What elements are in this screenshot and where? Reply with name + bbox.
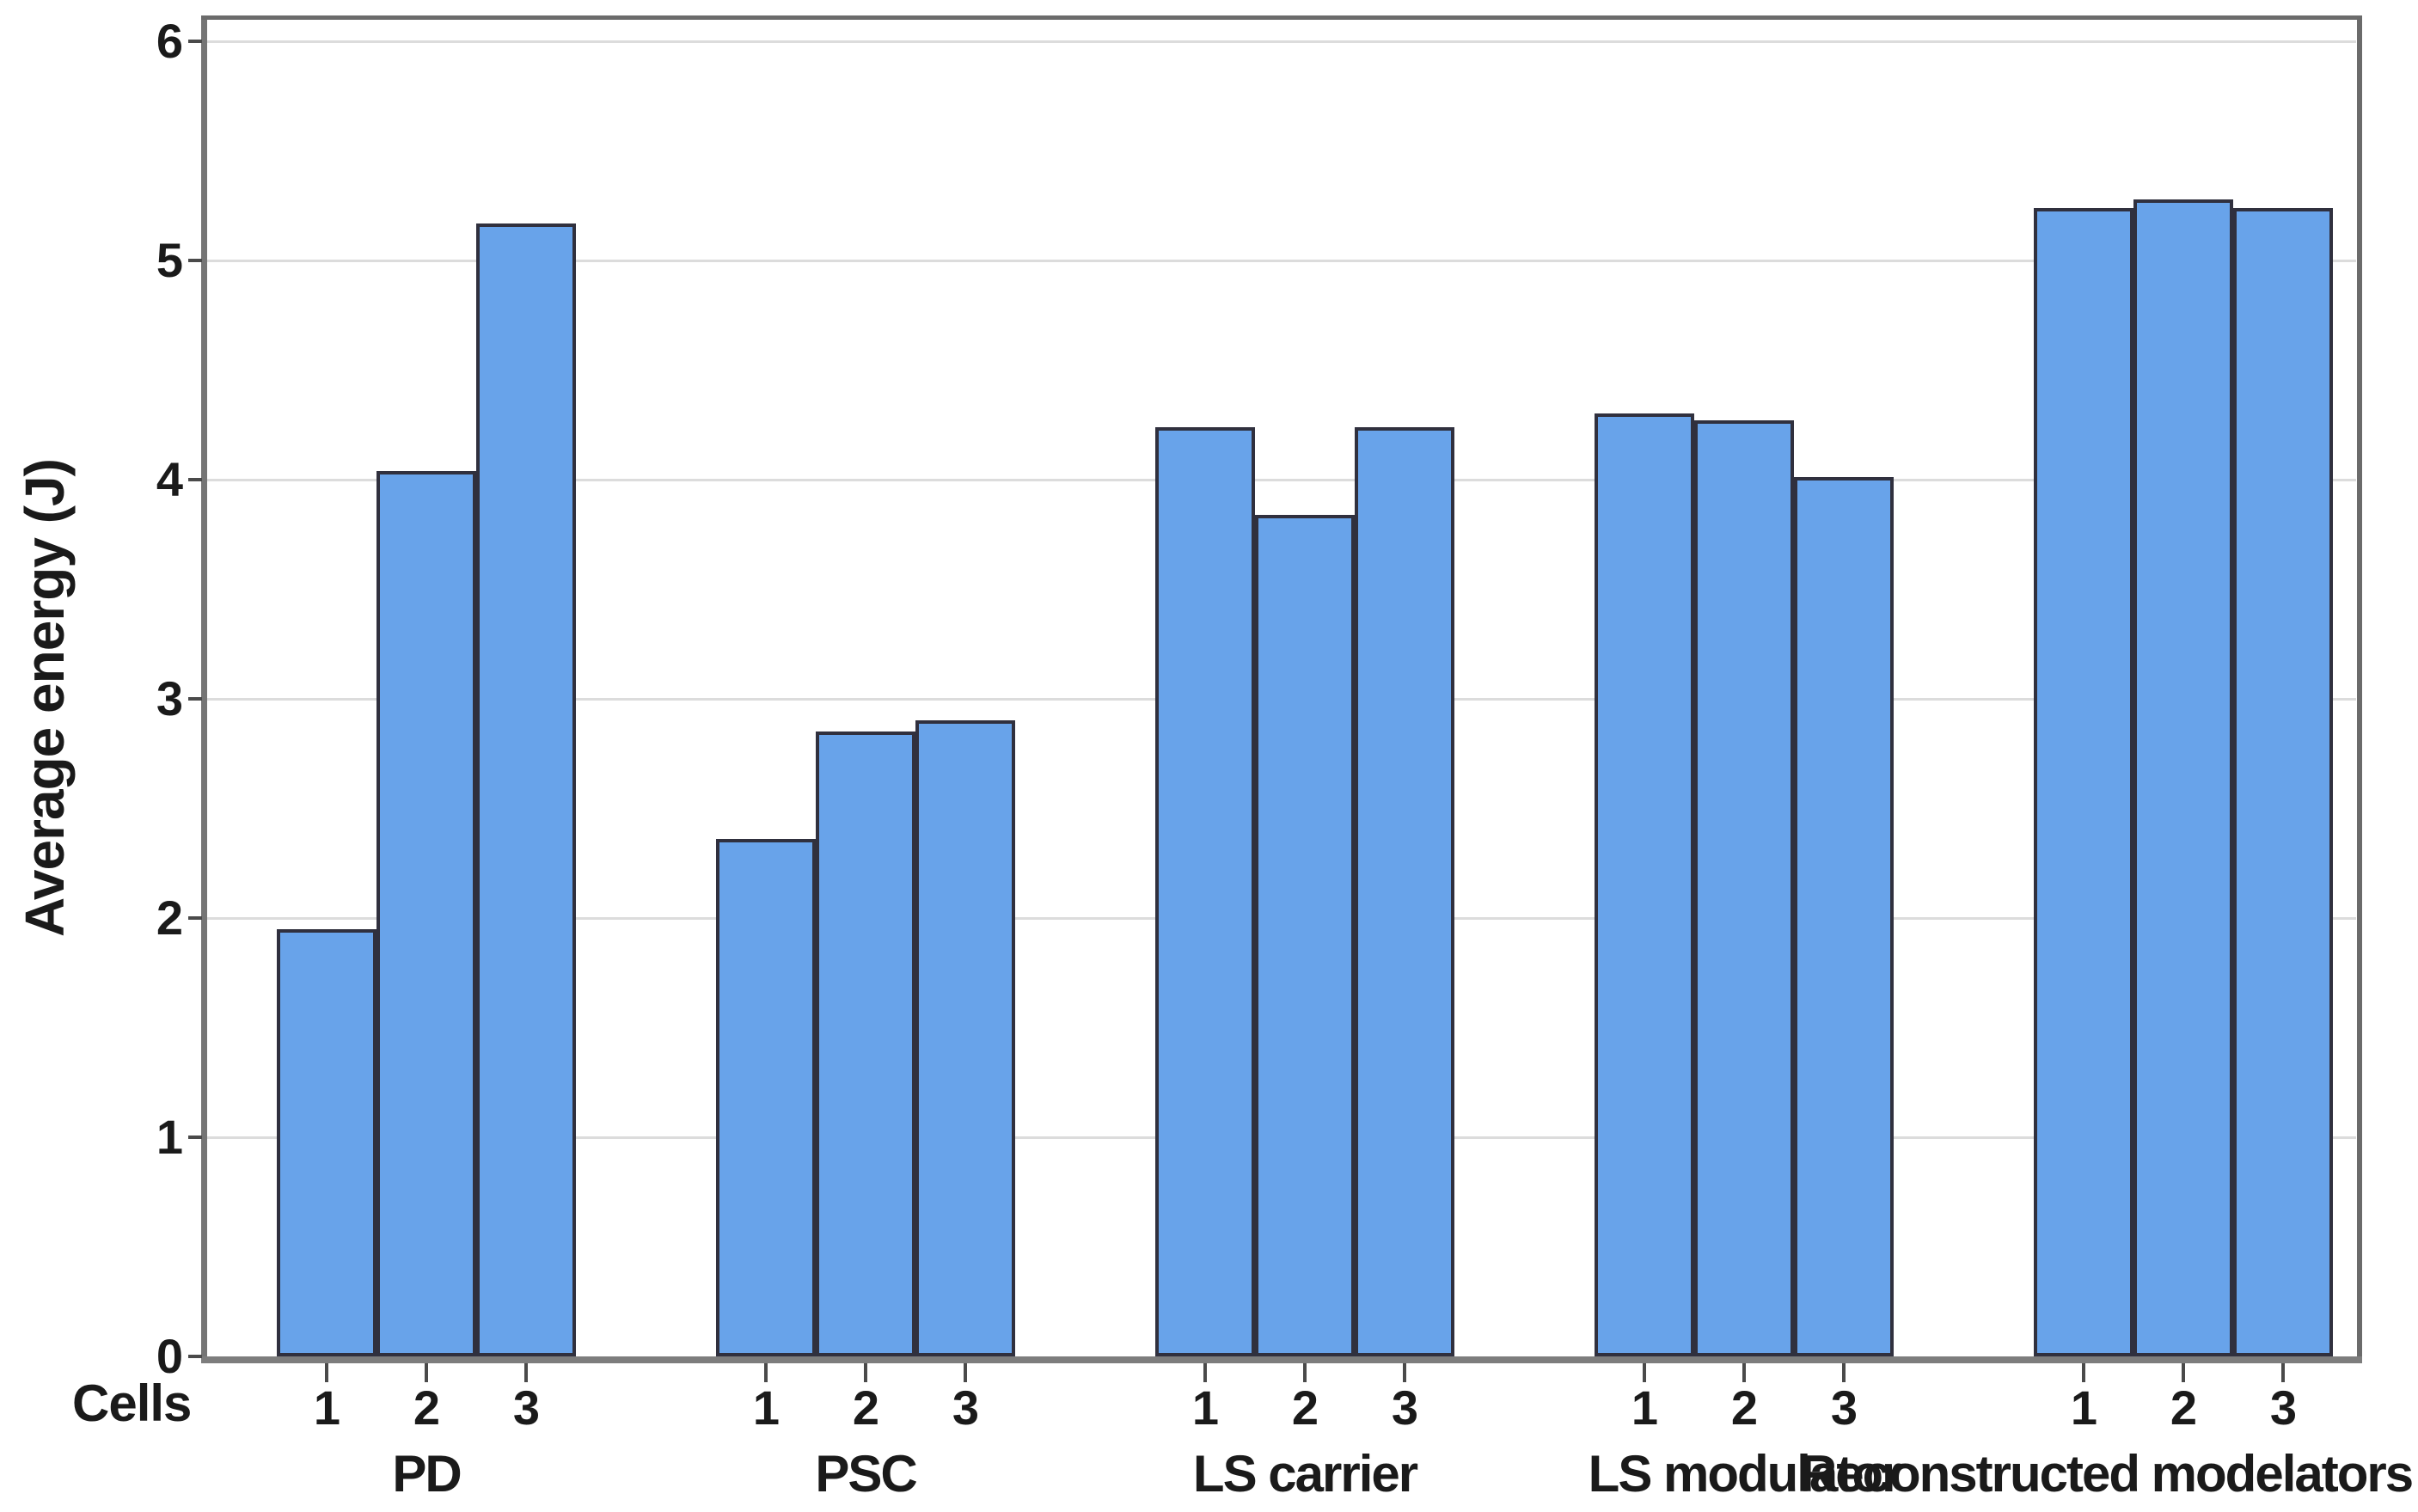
x-tick-label-ls-carrier-3: 3 [1391, 1380, 1418, 1435]
x-tick-label-pd-1: 1 [313, 1380, 340, 1435]
y-tick-label-3: 3 [156, 671, 183, 725]
x-tick-mark-pd-2 [425, 1363, 428, 1382]
gridline-y-5 [207, 260, 2356, 262]
y-tick-mark-1 [188, 1136, 202, 1139]
x-tick-label-psc-1: 1 [752, 1380, 780, 1435]
y-tick-label-4: 4 [156, 452, 183, 506]
bar-pd-cell-2 [376, 471, 476, 1356]
x-tick-label-pd-2: 2 [413, 1380, 440, 1435]
x-tick-mark-ls-carrier-2 [1303, 1363, 1307, 1382]
bar-ls-carrier-cell-1 [1155, 427, 1255, 1356]
x-tick-mark-pd-3 [524, 1363, 528, 1382]
x-tick-mark-ls-carrier-1 [1203, 1363, 1207, 1382]
gridline-y-6 [207, 40, 2356, 43]
bar-reconstructed-modelators-cell-1 [2034, 208, 2133, 1356]
bar-pd-cell-1 [277, 929, 376, 1356]
y-tick-mark-6 [188, 40, 202, 43]
x-axis-label-cells: Cells [72, 1374, 192, 1432]
bar-ls-modulator-cell-3 [1794, 477, 1894, 1356]
x-tick-label-ls-modulator-1: 1 [1631, 1380, 1658, 1435]
bar-pd-cell-3 [476, 223, 576, 1356]
x-tick-mark-reconstructed-modelators-1 [2082, 1363, 2085, 1382]
group-label-reconstructed-modelators: Reconstructed modelators [1799, 1445, 2414, 1503]
x-tick-label-psc-3: 3 [952, 1380, 979, 1435]
bar-psc-cell-2 [816, 732, 915, 1356]
x-tick-label-ls-modulator-3: 3 [1830, 1380, 1858, 1435]
bar-psc-cell-3 [915, 720, 1015, 1356]
bar-ls-modulator-cell-2 [1694, 420, 1794, 1356]
x-tick-mark-psc-3 [964, 1363, 967, 1382]
x-tick-mark-ls-modulator-2 [1742, 1363, 1746, 1382]
y-tick-label-2: 2 [156, 891, 183, 945]
y-tick-mark-0 [188, 1355, 202, 1358]
x-tick-label-ls-modulator-2: 2 [1730, 1380, 1758, 1435]
x-tick-mark-reconstructed-modelators-3 [2281, 1363, 2285, 1382]
x-tick-mark-psc-1 [764, 1363, 768, 1382]
plot-border-top [201, 15, 2362, 20]
x-tick-mark-pd-1 [325, 1363, 328, 1382]
bar-ls-carrier-cell-2 [1255, 515, 1355, 1356]
group-label-pd: PD [392, 1445, 462, 1503]
x-axis-line [201, 1356, 2362, 1363]
x-tick-mark-ls-carrier-3 [1403, 1363, 1406, 1382]
y-tick-mark-4 [188, 478, 202, 481]
y-tick-label-0: 0 [156, 1329, 183, 1383]
x-tick-mark-reconstructed-modelators-2 [2182, 1363, 2185, 1382]
x-tick-label-ls-carrier-1: 1 [1191, 1380, 1219, 1435]
bar-reconstructed-modelators-cell-2 [2133, 199, 2233, 1356]
y-tick-label-6: 6 [156, 14, 183, 68]
y-tick-mark-2 [188, 916, 202, 920]
bar-reconstructed-modelators-cell-3 [2233, 208, 2333, 1356]
plot-border-right [2357, 15, 2362, 1363]
x-tick-label-reconstructed-modelators-3: 3 [2269, 1380, 2297, 1435]
x-tick-label-psc-2: 2 [852, 1380, 879, 1435]
y-axis-line [201, 15, 207, 1363]
group-label-psc: PSC [815, 1445, 917, 1503]
x-tick-label-pd-3: 3 [512, 1380, 540, 1435]
x-tick-mark-ls-modulator-1 [1643, 1363, 1646, 1382]
y-tick-label-5: 5 [156, 233, 183, 287]
group-label-ls-carrier: LS carrier [1192, 1445, 1418, 1503]
x-tick-mark-ls-modulator-3 [1842, 1363, 1846, 1382]
bar-ls-carrier-cell-3 [1355, 427, 1454, 1356]
plot-area [207, 20, 2356, 1356]
x-tick-label-reconstructed-modelators-1: 1 [2070, 1380, 2097, 1435]
bar-ls-modulator-cell-1 [1595, 413, 1694, 1356]
x-tick-label-reconstructed-modelators-2: 2 [2170, 1380, 2197, 1435]
y-tick-mark-5 [188, 259, 202, 262]
y-tick-mark-3 [188, 697, 202, 701]
y-tick-label-1: 1 [156, 1110, 183, 1164]
bar-psc-cell-1 [716, 839, 816, 1356]
x-tick-mark-psc-2 [864, 1363, 867, 1382]
x-tick-label-ls-carrier-2: 2 [1291, 1380, 1319, 1435]
gridline-y-4 [207, 479, 2356, 481]
group-label-ls-modulator: LS modulator [1588, 1445, 1902, 1503]
